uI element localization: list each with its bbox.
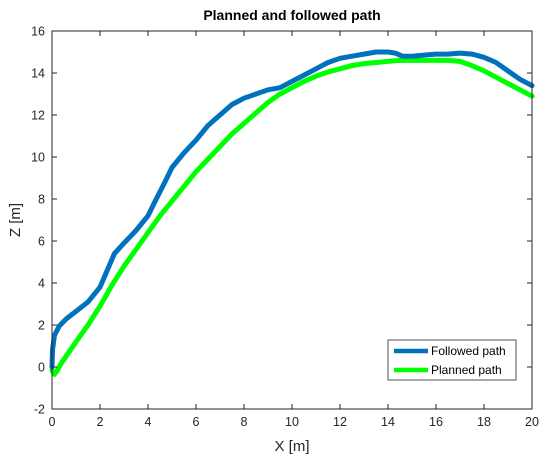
x-axis-label: X [m]: [274, 438, 309, 455]
x-axis-ticks: 0 2 4 6 8 10 12 14 16 18 20: [49, 31, 539, 429]
y-tick-label: 6: [38, 235, 45, 249]
y-tick-label: 16: [31, 25, 45, 39]
x-tick-label: 20: [525, 415, 539, 429]
y-tick-label: 12: [31, 109, 45, 123]
y-tick-label: 14: [31, 67, 45, 81]
y-tick-label: 8: [38, 193, 45, 207]
x-tick-label: 12: [333, 415, 347, 429]
y-tick-label: -2: [34, 403, 45, 417]
y-axis-ticks: -2 0 2 4 6 8 10 12 14 16: [31, 25, 532, 417]
legend-box: [387, 339, 517, 381]
x-tick-label: 10: [285, 415, 299, 429]
x-tick-label: 2: [97, 415, 104, 429]
legend-label-followed: Followed path: [431, 344, 506, 358]
x-tick-label: 6: [193, 415, 200, 429]
y-tick-label: 4: [38, 277, 45, 291]
x-tick-label: 8: [241, 415, 248, 429]
x-tick-label: 14: [381, 415, 395, 429]
x-tick-label: 18: [477, 415, 491, 429]
series-line-followed-path: [49, 49, 535, 370]
y-tick-label: 10: [31, 151, 45, 165]
y-tick-label: 0: [38, 361, 45, 375]
x-tick-label: 16: [429, 415, 443, 429]
axes-box: [51, 30, 533, 410]
legend-label-planned: Planned path: [431, 363, 502, 377]
plot-area: [49, 49, 535, 377]
y-tick-label: 2: [38, 319, 45, 333]
y-axis-label: Z [m]: [7, 203, 24, 237]
x-tick-label: 0: [49, 415, 56, 429]
chart-title: Planned and followed path: [203, 7, 380, 23]
legend: Followed path Planned path: [387, 339, 517, 381]
series-line-planned-path: [49, 57, 535, 377]
x-tick-label: 4: [145, 415, 152, 429]
